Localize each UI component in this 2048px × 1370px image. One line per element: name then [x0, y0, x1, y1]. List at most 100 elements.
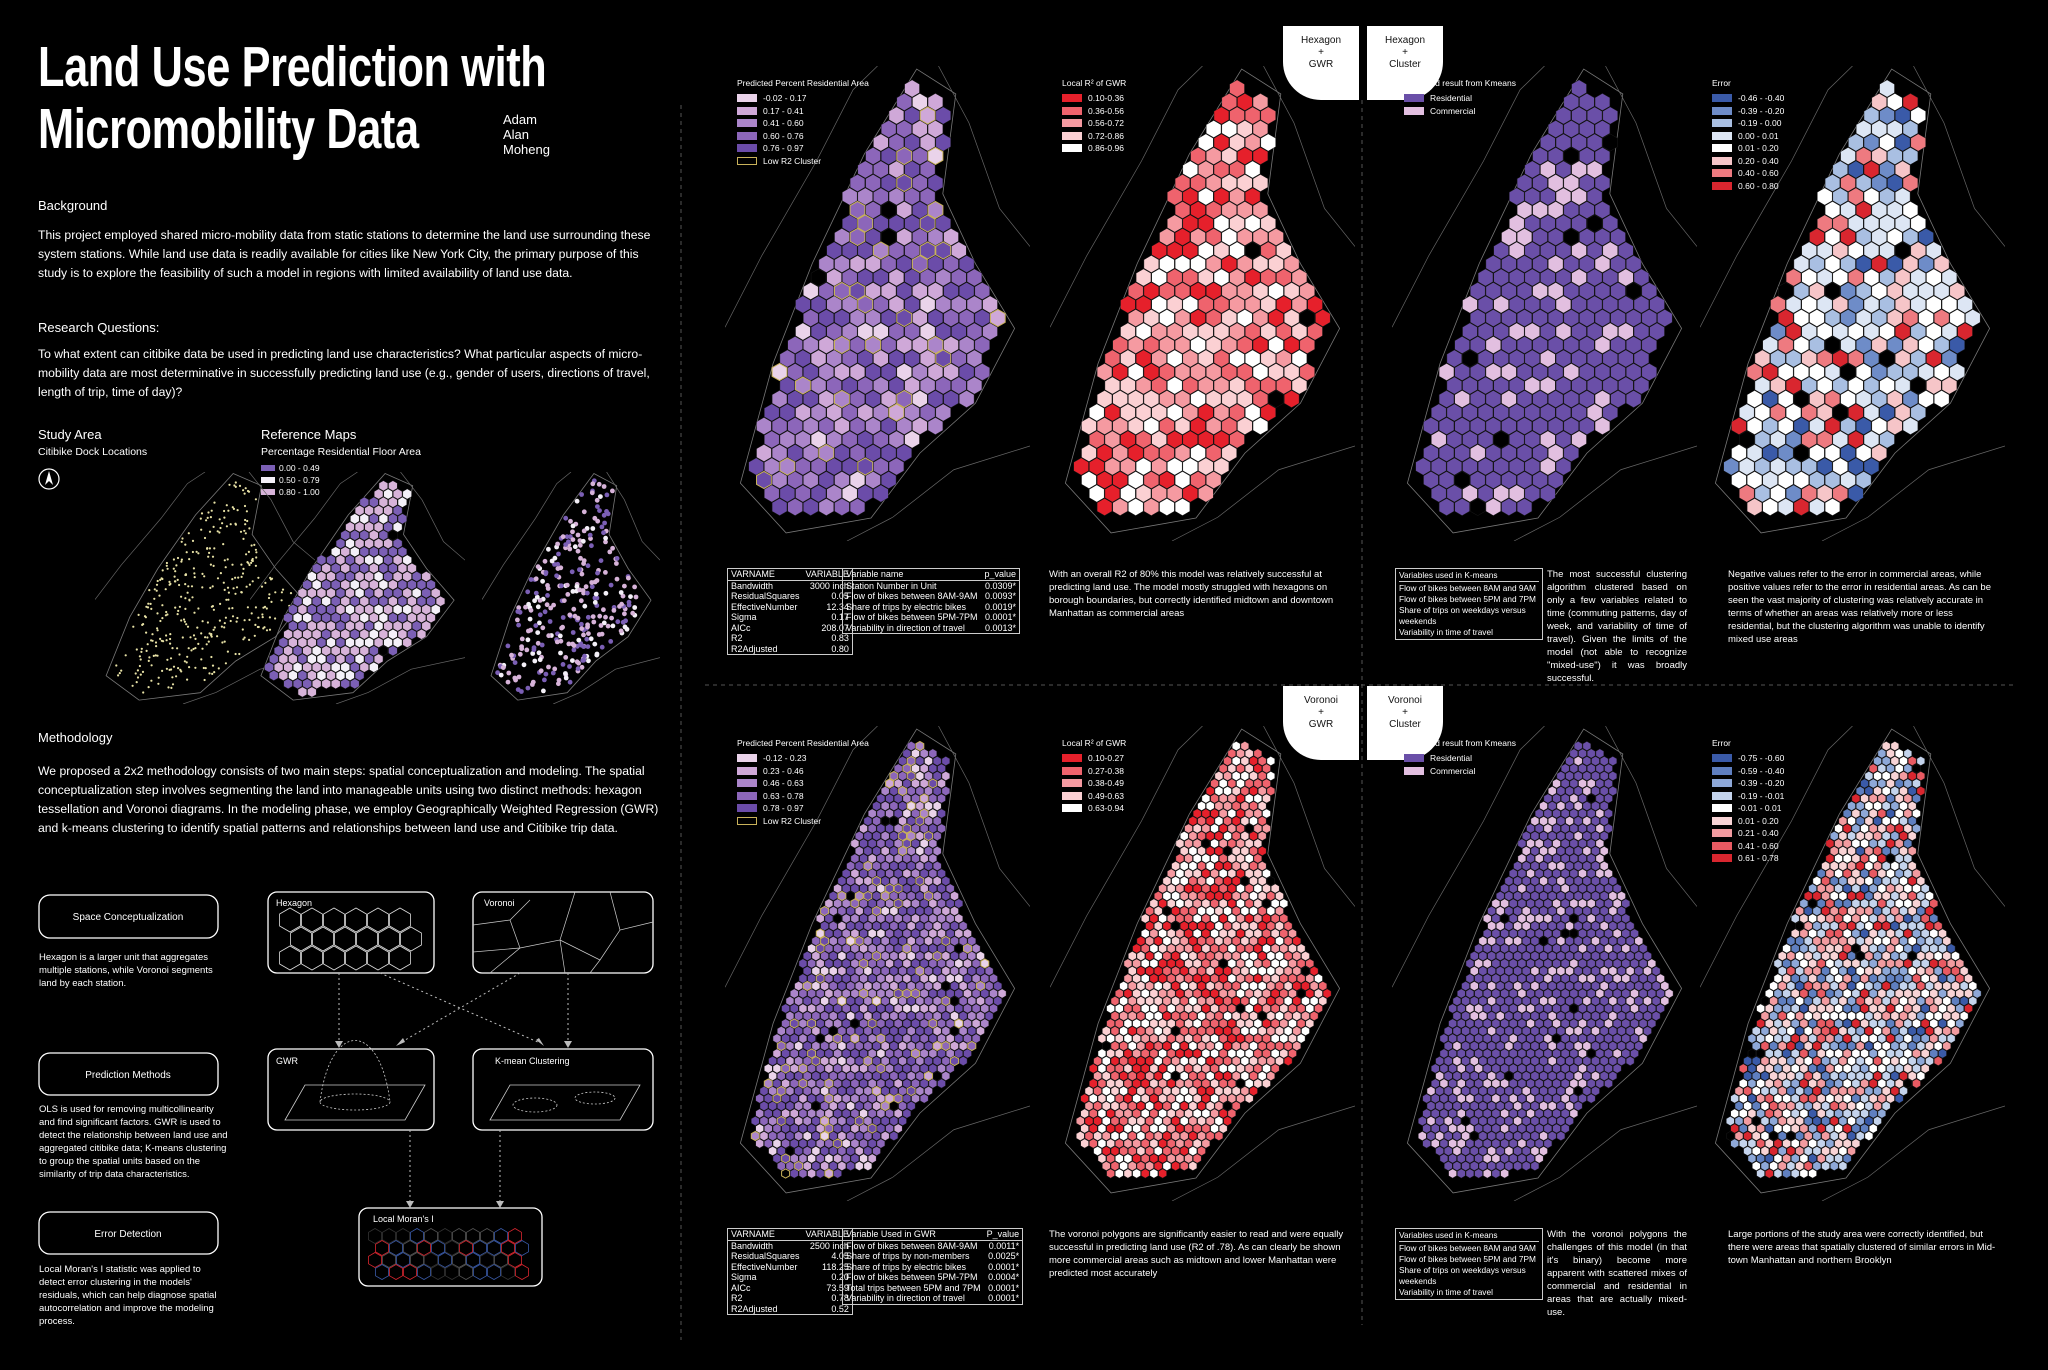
dock	[183, 620, 186, 623]
map-cell	[807, 1153, 816, 1164]
map-cell	[906, 770, 916, 782]
map-cell	[1205, 228, 1222, 246]
map-cell	[842, 1018, 851, 1029]
map-cell	[1158, 1078, 1167, 1089]
map-cell	[1291, 322, 1308, 341]
map-cell	[902, 958, 912, 969]
dock	[177, 667, 180, 670]
map-cell	[779, 430, 796, 449]
map-cell	[1578, 1078, 1587, 1089]
map-cell	[1470, 1041, 1479, 1051]
map-cell	[842, 457, 858, 476]
map-cell	[919, 376, 936, 395]
map-cell	[902, 868, 912, 879]
map-cell	[1604, 958, 1613, 969]
map-cell	[889, 1026, 899, 1036]
map-cell	[1115, 1063, 1124, 1074]
map-cell	[331, 678, 341, 690]
map-cell	[1167, 241, 1183, 260]
map-cell	[911, 1063, 920, 1074]
dock	[193, 576, 196, 579]
map-cell	[880, 228, 897, 246]
coastline	[1714, 68, 1991, 534]
map-cell	[807, 988, 816, 999]
map-cell	[1296, 1033, 1306, 1044]
map-cell	[506, 670, 512, 676]
map-cell	[1513, 906, 1522, 916]
map-cell	[1617, 1056, 1626, 1066]
map-cell	[807, 1108, 816, 1119]
map-cell	[810, 403, 827, 422]
legend-item: 0.49-0.63	[1062, 790, 1126, 803]
map-cell	[1599, 1011, 1609, 1021]
map-cell	[528, 577, 534, 582]
dock	[254, 606, 257, 609]
map-cell	[1158, 1048, 1167, 1059]
map-cell	[1762, 417, 1778, 435]
map-cell	[850, 853, 860, 864]
map-cell	[373, 538, 384, 549]
map-cell	[1201, 1033, 1211, 1044]
hex-outline	[466, 1228, 480, 1244]
map-cell	[1253, 1003, 1263, 1014]
map-cell	[1517, 1033, 1527, 1044]
map-cell	[873, 457, 889, 476]
map-cell	[1123, 988, 1133, 999]
map-cell	[1227, 1078, 1237, 1089]
dock	[245, 510, 248, 513]
map-cell	[359, 546, 369, 558]
map-cell	[1539, 921, 1548, 931]
map-cell	[833, 1168, 842, 1179]
title-line: Land Use Prediction with	[38, 35, 547, 99]
legend: Local R² of GWR 0.10-0.36 0.36-0.56 0.56-0.…	[1062, 78, 1126, 155]
map-cell	[1240, 816, 1250, 826]
map-cell	[1201, 958, 1211, 969]
map-cell	[794, 1131, 803, 1141]
map-cell	[872, 995, 881, 1007]
map-cell	[1188, 1056, 1198, 1066]
shoreline	[1050, 726, 1203, 988]
map-cell	[397, 628, 408, 640]
map-cell	[1863, 349, 1880, 368]
map-cell	[1565, 1071, 1574, 1081]
dock	[237, 576, 240, 579]
dock	[274, 617, 277, 620]
map-cell	[1231, 861, 1241, 871]
map-cell	[846, 891, 855, 901]
legend: Predicted result from Kmeans Residential C…	[1404, 78, 1516, 117]
map-cell	[842, 295, 858, 314]
map-cell	[1474, 973, 1483, 984]
map-cell	[846, 1056, 855, 1066]
dock	[260, 585, 264, 588]
map-cell	[1569, 793, 1579, 804]
map-cell	[772, 1078, 782, 1089]
map-cell	[919, 322, 936, 341]
map-cell	[1128, 1071, 1137, 1081]
map-cell	[1509, 1018, 1518, 1029]
map-cell	[1097, 1108, 1107, 1119]
map-cell	[1586, 376, 1603, 395]
map-cell	[1213, 295, 1230, 314]
legend-label: 0.01 - 0.20	[1738, 143, 1779, 154]
map-cell	[1610, 336, 1626, 354]
dock	[234, 576, 237, 579]
map-cell	[1491, 988, 1501, 999]
map-cell	[984, 1011, 994, 1021]
map-cell	[1188, 996, 1198, 1006]
map-cell	[1569, 958, 1579, 969]
map-cell	[1236, 1033, 1245, 1044]
map-cell	[1162, 891, 1172, 901]
map-cell	[924, 756, 933, 766]
table-cell: Flow of bikes between 8AM-9AM	[846, 591, 978, 601]
map-cell	[1910, 133, 1926, 152]
map-cell	[416, 595, 427, 607]
map-cell	[1123, 1018, 1133, 1029]
dock	[159, 637, 162, 640]
legend-label: 0.60 - 0.76	[763, 130, 804, 141]
map-cell	[1162, 996, 1172, 1006]
map-cell	[1171, 1146, 1180, 1156]
map-cell	[945, 1018, 955, 1029]
map-cell	[1902, 282, 1919, 300]
map-cell	[867, 1078, 877, 1089]
map-cell	[1540, 187, 1556, 206]
